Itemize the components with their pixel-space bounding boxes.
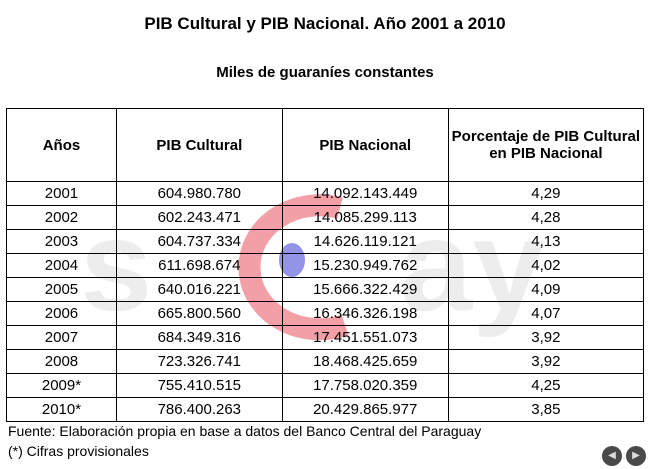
back-button[interactable]: ◀ [602,446,622,466]
table-row: 2010* 786.400.263 20.429.865.977 3,85 [6,397,645,422]
cell-pib-nacional: 15.230.949.762 [281,253,449,278]
cell-year: 2005 [6,277,117,302]
cell-year: 2006 [6,301,117,326]
cell-percentage: 3,92 [447,325,645,350]
table-row: 2005 640.016.221 15.666.322.429 4,09 [6,277,645,302]
table-row: 2008 723.326.741 18.468.425.659 3,92 [6,349,645,374]
cell-pib-cultural: 604.980.780 [115,181,283,206]
cell-percentage: 4,02 [447,253,645,278]
cell-percentage: 4,25 [447,373,645,398]
table-row: 2004 611.698.674 15.230.949.762 4,02 [6,253,645,278]
page-subtitle: Miles de guaraníes constantes [216,64,434,81]
cell-percentage: 4,28 [447,205,645,230]
table-row: 2009* 755.410.515 17.758.020.359 4,25 [6,373,645,398]
cell-pib-cultural: 665.800.560 [115,301,283,326]
header-percentage: Porcentaje de PIB Cultural en PIB Nacion… [447,108,645,182]
cell-pib-cultural: 786.400.263 [115,397,283,422]
cell-pib-cultural: 640.016.221 [115,277,283,302]
cell-year: 2001 [6,181,117,206]
forward-arrow-icon: ▶ [632,450,640,461]
cell-pib-nacional: 20.429.865.977 [281,397,449,422]
cell-pib-cultural: 684.349.316 [115,325,283,350]
cell-percentage: 4,07 [447,301,645,326]
header-pib-cultural: PIB Cultural [115,108,283,182]
cell-pib-cultural: 602.243.471 [115,205,283,230]
cell-year: 2008 [6,349,117,374]
page-title: PIB Cultural y PIB Nacional. Año 2001 a … [144,14,506,33]
cell-pib-nacional: 14.092.143.449 [281,181,449,206]
forward-button[interactable]: ▶ [626,446,646,466]
back-arrow-icon: ◀ [608,450,616,461]
cell-percentage: 4,13 [447,229,645,254]
cell-pib-nacional: 17.451.551.073 [281,325,449,350]
cell-year: 2002 [6,205,117,230]
cell-percentage: 4,29 [447,181,645,206]
cell-year: 2009* [6,373,117,398]
cell-pib-cultural: 723.326.741 [115,349,283,374]
source-note: Fuente: Elaboración propia en base a dat… [8,423,482,439]
table-header-row: Años PIB Cultural PIB Nacional Porcentaj… [6,108,645,182]
cell-year: 2004 [6,253,117,278]
cell-percentage: 4,09 [447,277,645,302]
cell-pib-nacional: 14.085.299.113 [281,205,449,230]
cell-percentage: 3,85 [447,397,645,422]
cell-pib-nacional: 18.468.425.659 [281,349,449,374]
cell-pib-cultural: 755.410.515 [115,373,283,398]
table-row: 2001 604.980.780 14.092.143.449 4,29 [6,181,645,206]
pib-table: Años PIB Cultural PIB Nacional Porcentaj… [6,108,645,422]
table-row: 2007 684.349.316 17.451.551.073 3,92 [6,325,645,350]
cell-pib-cultural: 604.737.334 [115,229,283,254]
cell-pib-nacional: 16.346.326.198 [281,301,449,326]
cell-percentage: 3,92 [447,349,645,374]
cell-year: 2010* [6,397,117,422]
cell-pib-nacional: 14.626.119.121 [281,229,449,254]
header-pib-nacional: PIB Nacional [281,108,449,182]
cell-year: 2003 [6,229,117,254]
table-row: 2006 665.800.560 16.346.326.198 4,07 [6,301,645,326]
cell-pib-cultural: 611.698.674 [115,253,283,278]
cell-year: 2007 [6,325,117,350]
table-row: 2003 604.737.334 14.626.119.121 4,13 [6,229,645,254]
cell-pib-nacional: 15.666.322.429 [281,277,449,302]
header-years: Años [6,108,117,182]
cell-pib-nacional: 17.758.020.359 [281,373,449,398]
table-row: 2002 602.243.471 14.085.299.113 4,28 [6,205,645,230]
provisional-note: (*) Cifras provisionales [8,443,149,459]
